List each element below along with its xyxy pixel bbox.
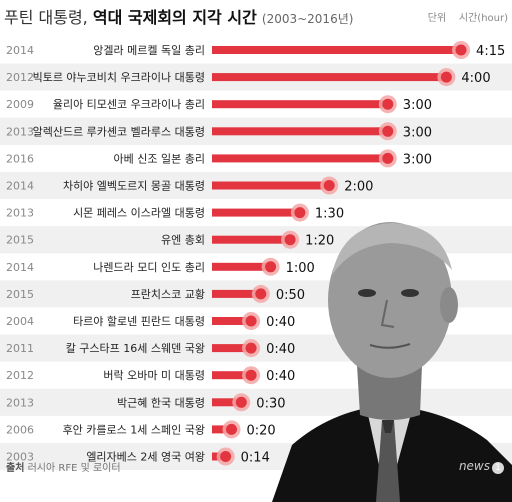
row-band (0, 388, 512, 416)
category-label: 빅토르 야누코비치 우크라이나 대통령 (33, 71, 205, 84)
value-label: 3:00 (403, 125, 432, 140)
category-label: 알렉산드르 루카셴코 벨라루스 대통령 (33, 124, 205, 138)
year-label: 2003 (6, 451, 34, 464)
bar (212, 46, 462, 54)
value-label: 4:15 (476, 44, 505, 59)
category-label: 아베 신조 일본 총리 (114, 151, 205, 165)
title-prefix: 푸틴 대통령, (4, 8, 88, 27)
bar (212, 317, 252, 325)
unit-label: 단위 시간(hour) (428, 9, 508, 24)
value-label: 2:00 (344, 180, 373, 195)
bar-end-dot (255, 288, 267, 300)
bar (212, 73, 447, 82)
source-note: 출처 러시아 RFE 및 로이터 (6, 459, 121, 474)
bar-end-dot (382, 98, 394, 110)
news1-logo: news 1 (459, 459, 504, 474)
source-text: 러시아 RFE 및 로이터 (27, 463, 121, 474)
year-label: 2014 (6, 180, 34, 193)
bar (212, 208, 300, 217)
value-label: 3:00 (403, 152, 432, 167)
value-label: 1:00 (286, 261, 315, 276)
year-label: 2013 (6, 396, 34, 409)
bar-end-dot (382, 152, 394, 164)
category-label: 프란치스코 교황 (131, 288, 205, 301)
logo-text: news (458, 459, 490, 473)
bar-end-dot (455, 44, 467, 56)
value-label: 4:00 (461, 71, 490, 86)
chart-title: 푸틴 대통령, 역대 국제회의 지각 시간 (2003~2016년) (4, 4, 353, 28)
bar-end-dot (294, 207, 306, 219)
year-label: 2011 (6, 342, 34, 355)
year-label: 2013 (6, 125, 34, 138)
value-label: 1:20 (305, 234, 334, 249)
bar-end-dot (284, 234, 296, 246)
bar (212, 181, 330, 190)
category-label: 칼 구스타프 16세 스웨덴 국왕 (66, 342, 205, 355)
bar (212, 127, 388, 136)
bar (212, 154, 388, 163)
category-label: 버락 오바마 미 대통령 (103, 369, 205, 382)
category-label: 타르야 할로넨 핀란드 대통령 (73, 315, 205, 328)
bar-end-dot (235, 396, 247, 408)
category-label: 율리아 티모센코 우크라이나 총리 (53, 98, 205, 111)
year-label: 2015 (6, 234, 34, 247)
title-main: 역대 국제회의 지각 시간 (92, 8, 257, 27)
value-label: 0:14 (241, 451, 270, 466)
year-label: 2004 (6, 315, 34, 328)
bar (212, 425, 232, 434)
value-label: 0:30 (256, 396, 285, 411)
category-label: 유엔 총회 (161, 234, 205, 247)
category-label: 엘리자베스 2세 영국 여왕 (86, 451, 205, 464)
putin-portrait-image (272, 222, 512, 502)
category-label: 앙겔라 메르켈 독일 총리 (93, 43, 205, 57)
category-label: 박근혜 한국 대통령 (117, 396, 205, 409)
bar-end-dot (245, 342, 257, 354)
year-label: 2016 (6, 152, 34, 165)
year-label: 2014 (6, 261, 34, 274)
bar (212, 371, 252, 380)
year-label: 2015 (6, 288, 34, 301)
year-label: 2009 (6, 98, 34, 111)
value-label: 0:20 (247, 423, 276, 438)
value-label: 3:00 (403, 98, 432, 113)
value-label: 0:40 (266, 369, 295, 384)
bar (212, 289, 261, 298)
value-label: 0:40 (266, 315, 295, 330)
bar-end-dot (220, 451, 232, 462)
bar-end-dot (440, 71, 452, 83)
source-label: 출처 (6, 463, 25, 474)
year-label: 2006 (6, 423, 34, 436)
value-label: 1:30 (315, 207, 344, 222)
bar-end-dot (245, 315, 257, 327)
bar (212, 398, 242, 407)
bar-end-dot (245, 369, 257, 381)
title-range: (2003~2016년) (261, 12, 354, 26)
category-label: 차히야 엘벡도르지 몽골 대통령 (63, 179, 205, 193)
unit-caption: 단위 (427, 13, 447, 24)
bar (212, 262, 271, 271)
category-label: 후안 카를로스 1세 스페인 국왕 (63, 423, 205, 436)
bar-end-dot (382, 125, 394, 137)
bar (212, 235, 291, 244)
year-label: 2012 (6, 369, 34, 382)
year-label: 2012 (6, 71, 34, 84)
year-label: 2014 (6, 44, 34, 57)
year-label: 2013 (6, 207, 34, 220)
logo-mark: 1 (492, 462, 504, 474)
value-label: 0:40 (266, 342, 295, 357)
category-label: 나렌드라 모디 인도 총리 (93, 261, 205, 274)
bar (212, 100, 388, 109)
bar-end-dot (226, 423, 238, 435)
category-label: 시몬 페레스 이스라엘 대통령 (73, 207, 205, 220)
bar-end-dot (323, 180, 335, 191)
bar (212, 344, 252, 353)
value-label: 0:50 (276, 288, 305, 303)
bar-end-dot (265, 261, 277, 273)
unit-value: 시간(hour) (458, 13, 508, 24)
